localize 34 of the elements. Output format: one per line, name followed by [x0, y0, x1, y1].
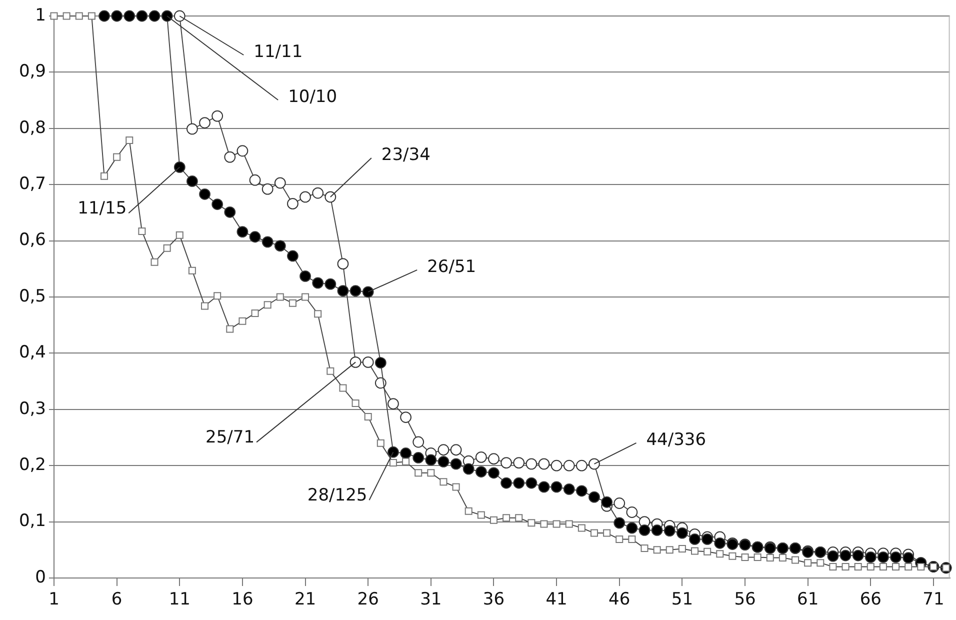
y-tick-label: 0,3 — [18, 398, 46, 419]
y-tick-label: 0,8 — [18, 118, 46, 138]
annotation: 44/336 — [646, 430, 706, 450]
y-tick-label: 0,2 — [18, 455, 46, 476]
annotation: 10/10 — [288, 86, 338, 107]
y-tick-label: 0,4 — [18, 342, 46, 363]
x-tick-label: 21 — [294, 590, 316, 610]
y-tick-label: 0,6 — [18, 230, 46, 250]
annotation: 25/71 — [206, 428, 255, 448]
y-tick-label: 0,9 — [18, 62, 46, 82]
annotation: 11/15 — [78, 198, 127, 219]
x-tick-label: 1 — [48, 590, 60, 610]
x-tick-label: 31 — [420, 590, 442, 610]
x-tick-label: 61 — [797, 590, 819, 610]
x-tick-label: 6 — [111, 590, 122, 610]
y-tick-label: 0,7 — [18, 174, 46, 194]
x-tick-label: 46 — [608, 590, 630, 610]
x-tick-label: 26 — [357, 590, 379, 610]
y-tick-label: 1 — [35, 5, 46, 26]
annotation: 11/11 — [254, 42, 303, 62]
x-tick-label: 56 — [734, 590, 756, 610]
x-tick-label: 71 — [922, 590, 944, 610]
annotation: 28/125 — [307, 486, 368, 506]
y-tick-label: 0,1 — [18, 511, 46, 532]
annotation: 26/51 — [427, 256, 476, 277]
x-tick-label: 11 — [168, 590, 190, 610]
annotation: 23/34 — [381, 144, 430, 165]
y-tick-label: 0,5 — [18, 286, 46, 306]
y-tick-label: 0 — [35, 567, 46, 588]
x-tick-label: 41 — [546, 590, 568, 610]
x-tick-label: 66 — [860, 590, 882, 610]
x-tick-label: 16 — [232, 590, 254, 610]
x-tick-label: 51 — [671, 590, 694, 610]
x-tick-label: 36 — [482, 590, 505, 610]
